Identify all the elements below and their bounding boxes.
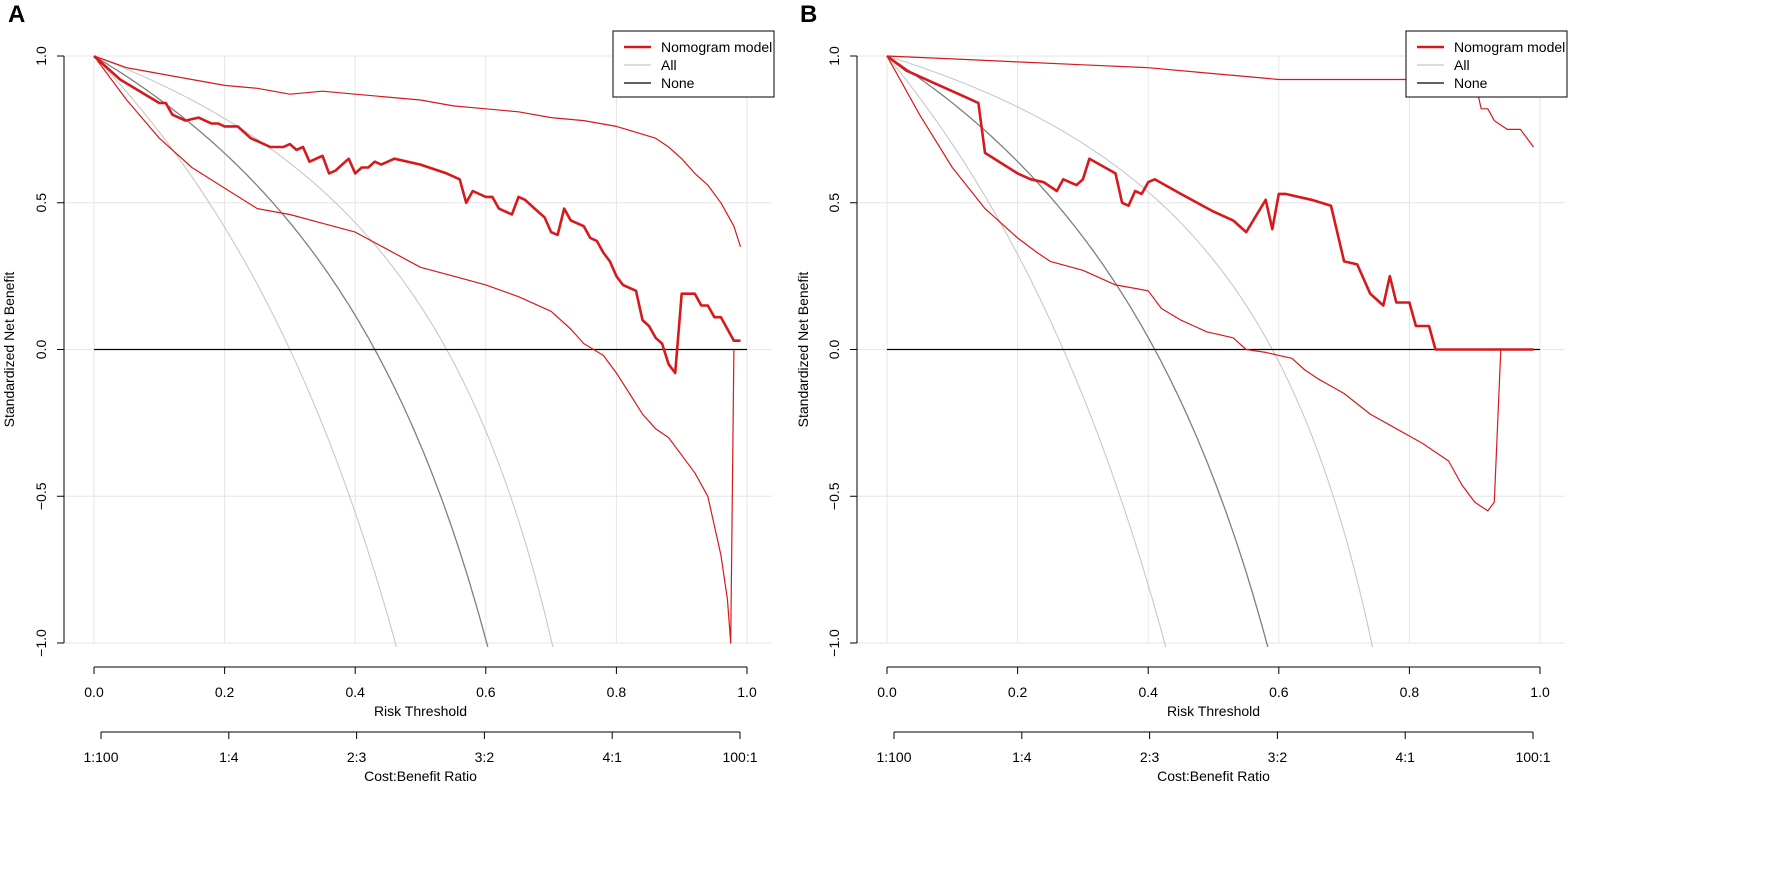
- x-tick-label: 0.6: [1269, 684, 1289, 700]
- series-all-ci-lower: [93, 55, 398, 647]
- legend-label: None: [661, 75, 695, 91]
- x-tick-label: 0.8: [1400, 684, 1420, 700]
- panel-label: A: [8, 1, 25, 28]
- legend: Nomogram model All None: [612, 30, 775, 98]
- y-tick-label: 1.0: [33, 46, 49, 66]
- cost-benefit-tick-label: 3:2: [475, 749, 495, 765]
- series-nomogram-model: [93, 55, 741, 375]
- y-tick-label: −1.0: [33, 629, 49, 657]
- series-all-ci-lower: [886, 55, 1167, 647]
- cost-benefit-tick-label: 1:4: [219, 749, 239, 765]
- cost-benefit-tick-label: 4:1: [602, 749, 622, 765]
- panel-a: A −1.0 −0.5 0.0 0.5 1.0 Standardized Net Benef…: [1, 1, 775, 784]
- series-nomogram-model-lower-ci: [93, 55, 735, 644]
- series-nomogram-model-upper-ci: [93, 55, 742, 247]
- cost-benefit-axis-title: Cost:Benefit Ratio: [1157, 768, 1270, 784]
- y-axis-title: Standardized Net Benefit: [1, 272, 17, 428]
- series-all-ci-upper: [93, 55, 554, 647]
- plot-area: [886, 54, 1540, 647]
- x-tick-label: 0.6: [476, 684, 496, 700]
- x-tick-label: 0.2: [215, 684, 235, 700]
- series-nomogram-model-lower-ci: [886, 55, 1502, 512]
- x-axis-title: Risk Threshold: [374, 703, 467, 719]
- panel-b: B −1.0 −0.5 0.0 0.5 1.0 Standardized Net Benef…: [795, 1, 1568, 784]
- y-tick-label: −0.5: [33, 482, 49, 510]
- legend-label: Nomogram model: [1454, 39, 1565, 55]
- legend-label: All: [661, 57, 677, 73]
- y-tick-label: 0.0: [33, 340, 49, 360]
- x-tick-label: 0.4: [345, 684, 365, 700]
- y-tick-label: −1.0: [826, 629, 842, 657]
- x-tick-label: 1.0: [1530, 684, 1550, 700]
- x-tick-label: 0.2: [1008, 684, 1028, 700]
- y-tick-label: 1.0: [826, 46, 842, 66]
- series-all: [93, 55, 489, 647]
- plot-area: [93, 55, 747, 647]
- series-nomogram-model: [886, 54, 1534, 351]
- cost-benefit-tick-label: 100:1: [722, 749, 757, 765]
- cost-benefit-tick-label: 2:3: [347, 749, 367, 765]
- y-tick-label: 0.5: [33, 193, 49, 213]
- x-tick-label: 1.0: [737, 684, 757, 700]
- cost-benefit-axis-title: Cost:Benefit Ratio: [364, 768, 477, 784]
- x-axis-title: Risk Threshold: [1167, 703, 1260, 719]
- y-axis-title: Standardized Net Benefit: [795, 272, 811, 428]
- legend-box: [612, 30, 775, 98]
- legend-box: [1405, 30, 1568, 98]
- y-tick-label: 0.5: [826, 193, 842, 213]
- cost-benefit-tick-label: 100:1: [1515, 749, 1550, 765]
- cost-benefit-tick-label: 4:1: [1395, 749, 1415, 765]
- cost-benefit-tick-label: 1:100: [83, 749, 118, 765]
- cost-benefit-tick-label: 1:4: [1012, 749, 1032, 765]
- cost-benefit-tick-label: 2:3: [1140, 749, 1160, 765]
- x-tick-label: 0.4: [1138, 684, 1158, 700]
- series-all: [886, 55, 1269, 647]
- legend: Nomogram model All None: [1405, 30, 1568, 98]
- cost-benefit-tick-label: 3:2: [1268, 749, 1288, 765]
- series-all-ci-upper: [886, 55, 1374, 647]
- panel-label: B: [800, 1, 817, 28]
- legend-label: None: [1454, 75, 1488, 91]
- legend-label: Nomogram model: [661, 39, 772, 55]
- x-tick-label: 0.0: [84, 684, 104, 700]
- x-tick-label: 0.0: [877, 684, 897, 700]
- x-tick-label: 0.8: [607, 684, 627, 700]
- cost-benefit-tick-label: 1:100: [876, 749, 911, 765]
- legend-label: All: [1454, 57, 1470, 73]
- y-tick-label: 0.0: [826, 340, 842, 360]
- y-tick-label: −0.5: [826, 482, 842, 510]
